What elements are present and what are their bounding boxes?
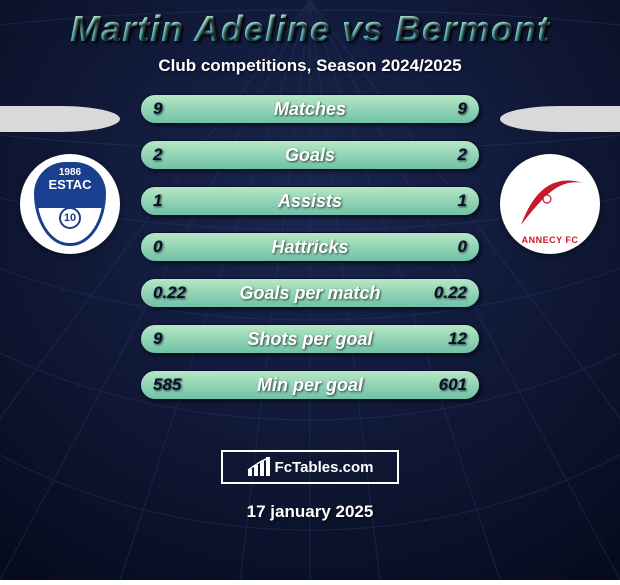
annecy-label: ANNECY FC bbox=[511, 235, 589, 245]
team-crest-right: ANNECY FC bbox=[500, 154, 600, 254]
stat-value-left: 9 bbox=[153, 99, 162, 119]
stat-label: Hattricks bbox=[271, 237, 348, 258]
stat-value-right: 0.22 bbox=[434, 283, 467, 303]
stat-bar: 1 Assists 1 bbox=[140, 186, 480, 216]
stat-value-right: 1 bbox=[458, 191, 467, 211]
team-crest-left: 1986 ESTAC TROYES 10 bbox=[20, 154, 120, 254]
troyes-logo: 1986 ESTAC TROYES 10 bbox=[34, 162, 106, 246]
stat-label: Goals per match bbox=[239, 283, 380, 304]
stat-label: Shots per goal bbox=[247, 329, 372, 350]
stat-bar: 0.22 Goals per match 0.22 bbox=[140, 278, 480, 308]
stat-bar: 9 Matches 9 bbox=[140, 94, 480, 124]
stat-label: Assists bbox=[278, 191, 342, 212]
brand-box[interactable]: FcTables.com bbox=[221, 450, 399, 484]
platform-disc-right bbox=[500, 106, 620, 132]
title-player-right: Bermont bbox=[395, 8, 550, 49]
brand-text: FcTables.com bbox=[275, 459, 374, 476]
stat-bar: 2 Goals 2 bbox=[140, 140, 480, 170]
brand-chart-icon bbox=[247, 457, 271, 477]
stat-bars: 9 Matches 9 2 Goals 2 1 Assists 1 0 Hattricks 0 0.22… bbox=[140, 94, 480, 424]
stat-bar: 0 Hattricks 0 bbox=[140, 232, 480, 262]
stat-value-left: 1 bbox=[153, 191, 162, 211]
stat-value-right: 9 bbox=[458, 99, 467, 119]
stat-value-left: 2 bbox=[153, 145, 162, 165]
stat-value-left: 9 bbox=[153, 329, 162, 349]
troyes-line1: ESTAC bbox=[48, 178, 91, 191]
stat-bar: 9 Shots per goal 12 bbox=[140, 324, 480, 354]
stat-value-right: 12 bbox=[448, 329, 467, 349]
stat-label: Goals bbox=[285, 145, 335, 166]
stat-value-right: 0 bbox=[458, 237, 467, 257]
stat-value-right: 2 bbox=[458, 145, 467, 165]
title-player-left: Martin Adeline bbox=[70, 8, 331, 49]
comparison-arena: 1986 ESTAC TROYES 10 ANNECY FC 9Matches9… bbox=[0, 94, 620, 424]
stat-value-left: 0 bbox=[153, 237, 162, 257]
subtitle: Club competitions, Season 2024/2025 bbox=[0, 56, 620, 76]
stat-label: Min per goal bbox=[257, 375, 363, 396]
stat-value-left: 585 bbox=[153, 375, 181, 395]
troyes-line2: TROYES bbox=[47, 193, 92, 205]
annecy-logo: ANNECY FC bbox=[511, 165, 589, 243]
date-label: 17 january 2025 bbox=[0, 502, 620, 522]
stat-value-left: 0.22 bbox=[153, 283, 186, 303]
title-vs: vs bbox=[342, 8, 384, 49]
page-title: Martin Adeline vs Bermont bbox=[0, 8, 620, 50]
stat-bar: 585 Min per goal 601 bbox=[140, 370, 480, 400]
troyes-number: 10 bbox=[59, 207, 81, 229]
stat-value-right: 601 bbox=[439, 375, 467, 395]
stat-label: Matches bbox=[274, 99, 346, 120]
platform-disc-left bbox=[0, 106, 120, 132]
